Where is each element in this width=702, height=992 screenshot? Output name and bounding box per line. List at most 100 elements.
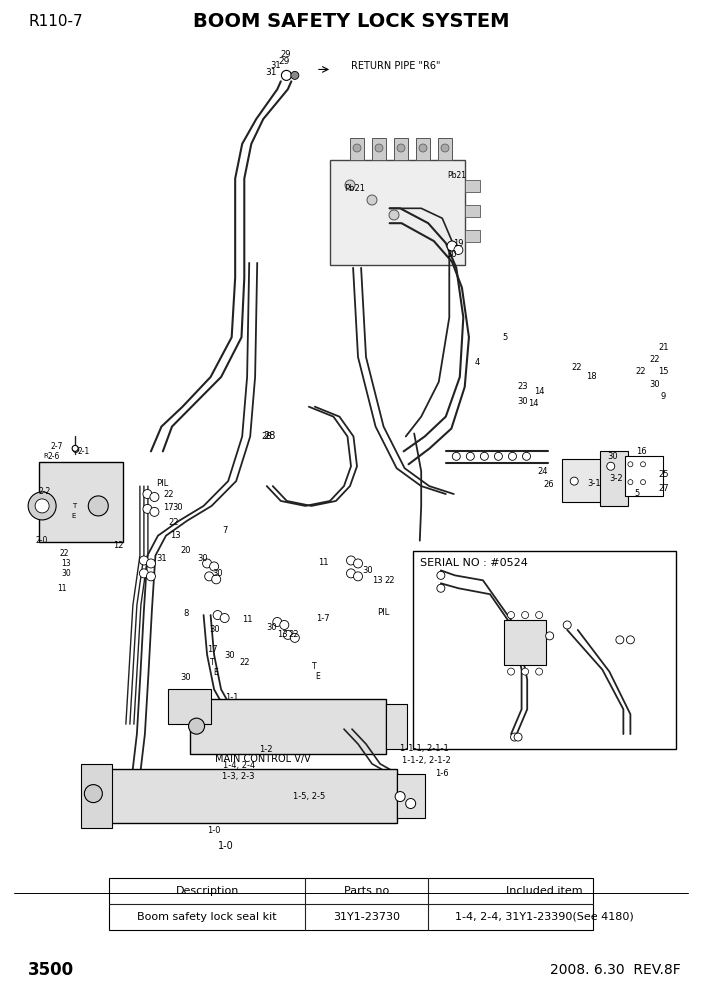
Circle shape — [72, 445, 78, 451]
Text: 15: 15 — [658, 367, 668, 377]
Circle shape — [510, 733, 519, 741]
Text: 31: 31 — [156, 554, 167, 563]
Circle shape — [88, 496, 108, 516]
Circle shape — [213, 610, 222, 620]
Text: 14: 14 — [529, 399, 538, 409]
Text: 30: 30 — [446, 250, 457, 260]
Circle shape — [203, 558, 211, 568]
Bar — [413, 551, 676, 749]
Text: 9: 9 — [661, 392, 666, 402]
Bar — [465, 230, 480, 242]
Text: Pb21: Pb21 — [344, 184, 365, 193]
Text: 1-1: 1-1 — [225, 692, 239, 702]
Text: 22: 22 — [289, 630, 298, 640]
Text: 13: 13 — [371, 575, 383, 585]
Bar — [416, 138, 430, 160]
Bar — [465, 205, 480, 217]
Circle shape — [73, 446, 79, 452]
Circle shape — [205, 571, 213, 581]
Text: 1-1-1, 2-1-1: 1-1-1, 2-1-1 — [400, 744, 449, 754]
Circle shape — [628, 461, 633, 467]
Text: 22: 22 — [649, 354, 659, 364]
Circle shape — [522, 452, 531, 460]
Text: MAIN CONTROL V/V: MAIN CONTROL V/V — [216, 754, 311, 764]
Text: 30: 30 — [224, 651, 235, 661]
Circle shape — [522, 611, 529, 619]
Text: 1-3, 2-3: 1-3, 2-3 — [223, 772, 255, 782]
Circle shape — [514, 733, 522, 741]
Circle shape — [347, 556, 355, 565]
Circle shape — [508, 668, 515, 676]
Text: 22: 22 — [385, 575, 395, 585]
Bar — [330, 160, 465, 265]
Text: 30: 30 — [266, 623, 277, 633]
Circle shape — [150, 492, 159, 502]
Text: 3500: 3500 — [28, 961, 74, 979]
Circle shape — [354, 571, 362, 581]
Circle shape — [607, 462, 615, 470]
Circle shape — [494, 452, 503, 460]
Circle shape — [466, 452, 475, 460]
Bar — [168, 689, 211, 724]
Circle shape — [150, 507, 159, 517]
Circle shape — [273, 617, 282, 627]
Bar — [386, 704, 407, 749]
Text: 11: 11 — [242, 615, 252, 625]
Circle shape — [220, 613, 229, 623]
Circle shape — [536, 668, 543, 676]
Text: 1-4, 2-4, 31Y1-23390(See 4180): 1-4, 2-4, 31Y1-23390(See 4180) — [455, 912, 633, 922]
Text: 25: 25 — [658, 469, 668, 479]
Text: 21: 21 — [658, 342, 668, 352]
Text: E: E — [213, 668, 218, 678]
Text: 29: 29 — [278, 57, 289, 66]
Bar — [394, 138, 408, 160]
Text: 16: 16 — [635, 446, 647, 456]
Text: 1-0: 1-0 — [207, 825, 221, 835]
Text: 30: 30 — [180, 673, 192, 682]
Text: 11: 11 — [318, 558, 328, 567]
Text: 30: 30 — [212, 568, 223, 578]
Text: 2-0: 2-0 — [35, 536, 48, 546]
Text: 20: 20 — [181, 546, 191, 556]
Circle shape — [143, 489, 152, 499]
Text: 1-2: 1-2 — [258, 745, 272, 755]
Bar — [562, 459, 611, 502]
Text: 30: 30 — [61, 568, 71, 578]
Circle shape — [143, 504, 152, 514]
Text: 1-7: 1-7 — [316, 613, 330, 623]
Text: BOOM SAFETY LOCK SYSTEM: BOOM SAFETY LOCK SYSTEM — [193, 12, 509, 32]
Circle shape — [353, 144, 361, 152]
Bar — [81, 764, 112, 828]
Circle shape — [452, 452, 461, 460]
Circle shape — [508, 611, 515, 619]
Circle shape — [280, 620, 289, 630]
Bar — [109, 878, 593, 930]
Text: SERIAL NO : #0524: SERIAL NO : #0524 — [420, 558, 528, 568]
Text: Boom safety lock seal kit: Boom safety lock seal kit — [138, 912, 277, 922]
Bar — [397, 774, 425, 818]
Text: 30: 30 — [197, 554, 208, 563]
Circle shape — [140, 556, 148, 565]
Text: 17: 17 — [206, 645, 218, 655]
Circle shape — [628, 479, 633, 485]
Text: 2-2: 2-2 — [39, 486, 51, 496]
Circle shape — [291, 71, 299, 79]
Circle shape — [406, 799, 416, 808]
Circle shape — [147, 558, 155, 568]
Bar — [600, 451, 628, 506]
Circle shape — [367, 195, 377, 205]
Circle shape — [616, 636, 624, 644]
Circle shape — [570, 477, 578, 485]
Text: 7: 7 — [222, 526, 227, 536]
Circle shape — [28, 492, 56, 520]
Text: 22: 22 — [572, 362, 582, 372]
Text: 2-7: 2-7 — [51, 441, 63, 451]
Circle shape — [563, 621, 571, 629]
Text: 4: 4 — [475, 357, 480, 367]
Text: E: E — [315, 672, 319, 682]
Text: 31: 31 — [265, 67, 277, 77]
Circle shape — [640, 479, 646, 485]
Circle shape — [189, 718, 204, 734]
Text: 14: 14 — [534, 387, 544, 397]
Text: 3-2: 3-2 — [609, 473, 623, 483]
